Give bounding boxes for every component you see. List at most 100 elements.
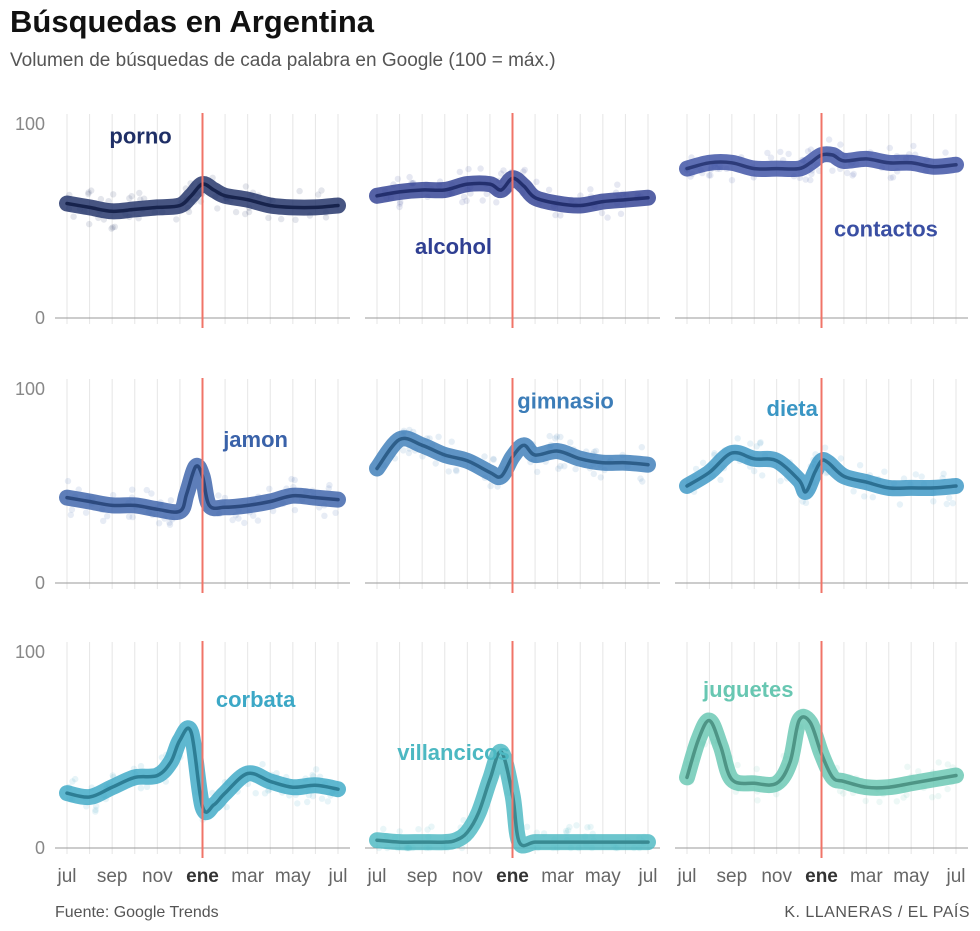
data-point — [587, 823, 594, 831]
data-point — [110, 191, 117, 198]
data-point — [850, 488, 857, 495]
data-point — [129, 513, 136, 521]
data-point — [751, 467, 758, 475]
data-point — [943, 500, 950, 508]
term-label-villancicos: villancicos — [397, 740, 510, 765]
data-point — [734, 435, 741, 442]
data-point — [266, 485, 273, 492]
data-point — [523, 823, 531, 830]
data-point — [829, 167, 836, 174]
data-point — [910, 142, 917, 150]
data-point — [397, 198, 404, 206]
data-point — [72, 775, 79, 783]
data-point — [481, 453, 488, 460]
x-tick-label: jul — [945, 866, 965, 887]
data-point — [445, 468, 452, 475]
data-point — [534, 468, 541, 476]
term-label-alcohol: alcohol — [415, 234, 492, 259]
data-point — [332, 509, 339, 516]
data-point — [93, 803, 100, 810]
data-point — [313, 766, 320, 773]
data-point — [463, 197, 470, 204]
x-tick-label: jul — [56, 866, 76, 887]
data-point — [584, 824, 591, 831]
data-point — [876, 798, 883, 806]
x-tick-label: may — [893, 866, 929, 887]
data-point — [259, 761, 266, 768]
data-point — [637, 475, 644, 482]
data-point — [324, 798, 331, 805]
data-point — [448, 438, 455, 445]
credit-note: K. LLANERAS / EL PAÍS — [784, 904, 970, 921]
data-point — [111, 223, 119, 230]
term-label-porno: porno — [109, 123, 171, 148]
x-tick-label: mar — [231, 866, 264, 887]
term-label-jamon: jamon — [222, 427, 288, 452]
data-point — [785, 150, 792, 158]
data-point — [944, 785, 951, 793]
x-tick-label: nov — [452, 866, 483, 887]
data-point — [757, 439, 764, 446]
data-point — [572, 465, 579, 473]
data-point — [850, 170, 857, 178]
data-point — [254, 517, 262, 524]
data-point — [728, 177, 736, 184]
data-point — [415, 826, 422, 833]
data-point — [912, 471, 919, 478]
data-point — [291, 476, 298, 484]
data-point — [764, 149, 771, 157]
data-point — [70, 213, 77, 220]
data-point — [756, 440, 764, 447]
data-point — [137, 762, 145, 770]
data-point — [861, 493, 868, 500]
chart-title: Búsquedas en Argentina — [10, 4, 375, 39]
data-point — [318, 187, 325, 194]
trend-line — [375, 750, 650, 848]
data-point — [321, 512, 328, 519]
data-point — [166, 519, 173, 526]
data-point — [734, 761, 741, 769]
data-point — [942, 149, 949, 156]
data-point — [214, 205, 221, 212]
data-point — [215, 492, 222, 499]
data-point — [479, 197, 486, 204]
data-point — [561, 463, 568, 470]
data-point — [456, 168, 463, 176]
data-point — [155, 520, 163, 527]
x-tick-label: sep — [97, 866, 128, 887]
data-point — [821, 444, 829, 451]
data-point — [465, 165, 472, 173]
data-point — [223, 803, 230, 811]
data-point — [903, 791, 910, 799]
x-tick-label: jul — [637, 866, 657, 887]
data-point — [487, 482, 494, 490]
data-point — [291, 506, 299, 514]
data-point — [638, 444, 645, 451]
data-point — [143, 783, 151, 790]
data-point — [802, 499, 810, 506]
data-point — [777, 477, 784, 485]
data-point — [597, 474, 604, 481]
data-point — [241, 519, 248, 527]
data-point — [573, 822, 580, 829]
data-point — [229, 516, 236, 524]
data-point — [520, 168, 527, 175]
data-point — [265, 214, 272, 222]
y-tick-label: 100 — [15, 379, 45, 399]
data-point — [753, 443, 760, 450]
term-label-dieta: dieta — [767, 396, 819, 421]
data-point — [242, 210, 249, 218]
data-point — [587, 186, 594, 193]
data-point — [904, 763, 911, 770]
data-point — [242, 183, 250, 190]
y-tick-label: 0 — [35, 573, 45, 593]
data-point — [396, 203, 403, 211]
x-tick-label: sep — [407, 866, 438, 887]
data-point — [394, 175, 402, 183]
data-point — [918, 473, 925, 480]
data-point — [692, 465, 700, 473]
data-point — [432, 460, 439, 467]
